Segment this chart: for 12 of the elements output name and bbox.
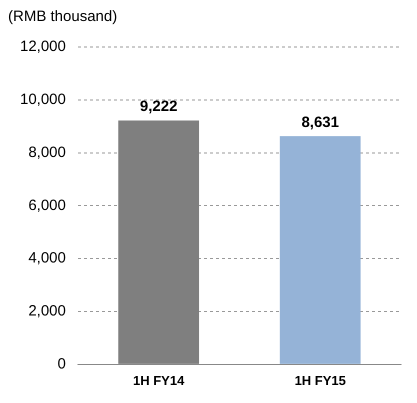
x-tick-label: 1H FY14 xyxy=(133,372,186,388)
data-label: 8,631 xyxy=(301,114,339,131)
y-tick-label: 8,000 xyxy=(28,144,66,161)
y-tick-label: 10,000 xyxy=(20,91,66,108)
y-tick-label: 6,000 xyxy=(28,196,66,214)
x-tick-label: 1H FY15 xyxy=(294,372,346,388)
y-tick-label: 12,000 xyxy=(20,38,66,56)
y-axis-title: (RMB thousand) xyxy=(8,8,118,26)
data-label: 9,222 xyxy=(140,98,178,116)
y-tick-label: 2,000 xyxy=(28,302,66,320)
y-tick-label: 0 xyxy=(58,356,66,373)
y-tick-label: 4,000 xyxy=(28,250,66,267)
